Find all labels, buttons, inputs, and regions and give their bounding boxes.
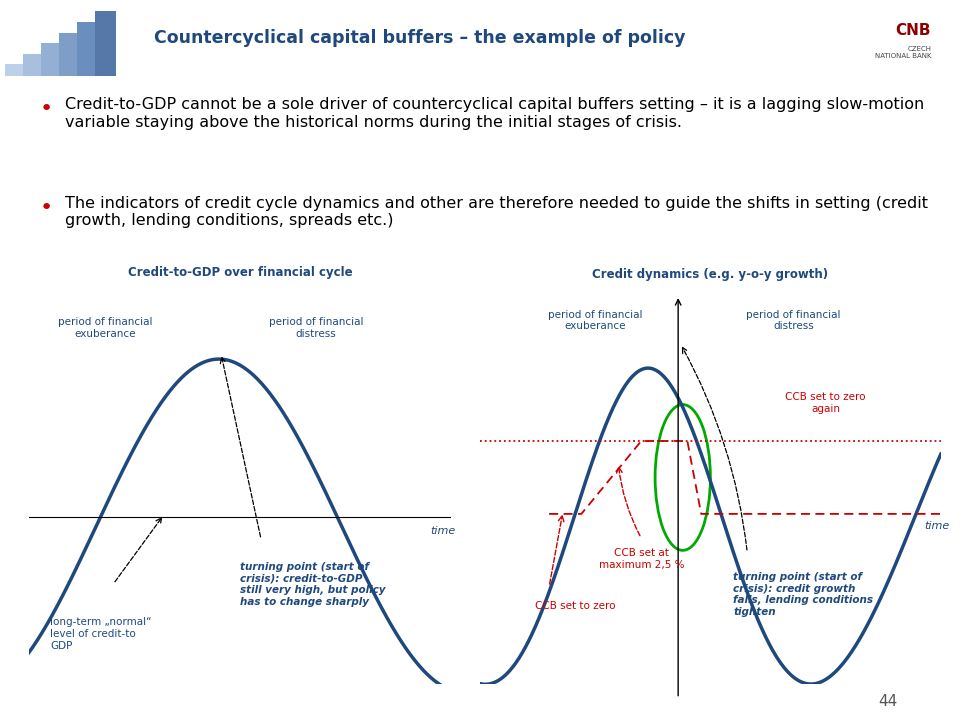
Text: Credit dynamics (e.g. y-o-y growth): Credit dynamics (e.g. y-o-y growth) xyxy=(592,268,828,281)
Text: turning point (start of
crisis): credit-to-GDP
still very high, but policy
has t: turning point (start of crisis): credit-… xyxy=(240,562,386,607)
Bar xyxy=(40,43,61,76)
Text: CNB: CNB xyxy=(896,23,931,37)
Text: period of financial
distress: period of financial distress xyxy=(746,310,841,331)
Text: 44: 44 xyxy=(878,694,898,709)
Text: CCB set to zero: CCB set to zero xyxy=(536,601,615,611)
Text: long-term „normal“
level of credit-to
GDP: long-term „normal“ level of credit-to GD… xyxy=(50,617,152,651)
Text: period of financial
distress: period of financial distress xyxy=(269,318,363,339)
Text: CCB set at
maximum 2,5 %: CCB set at maximum 2,5 % xyxy=(598,548,684,570)
Bar xyxy=(77,22,98,76)
Bar xyxy=(94,12,115,76)
Text: period of financial
exuberance: period of financial exuberance xyxy=(58,318,152,339)
Text: CZECH
NATIONAL BANK: CZECH NATIONAL BANK xyxy=(875,46,931,60)
Text: period of financial
exuberance: period of financial exuberance xyxy=(548,310,642,331)
Text: turning point (start of
crisis): credit growth
falls, lending conditions
tighten: turning point (start of crisis): credit … xyxy=(733,572,874,617)
Text: Credit-to-GDP cannot be a sole driver of countercyclical capital buffers setting: Credit-to-GDP cannot be a sole driver of… xyxy=(65,97,924,130)
Bar xyxy=(5,64,26,76)
Text: Countercyclical capital buffers – the example of policy: Countercyclical capital buffers – the ex… xyxy=(154,29,685,47)
Bar xyxy=(23,54,44,76)
Text: time: time xyxy=(924,521,950,531)
Text: time: time xyxy=(430,526,455,536)
Text: The indicators of credit cycle dynamics and other are therefore needed to guide : The indicators of credit cycle dynamics … xyxy=(65,196,928,228)
Text: Credit-to-GDP over financial cycle: Credit-to-GDP over financial cycle xyxy=(128,266,352,279)
Text: •: • xyxy=(39,99,53,120)
Text: CCB set to zero
again: CCB set to zero again xyxy=(785,392,866,414)
Text: •: • xyxy=(39,198,53,217)
Bar xyxy=(59,32,80,76)
